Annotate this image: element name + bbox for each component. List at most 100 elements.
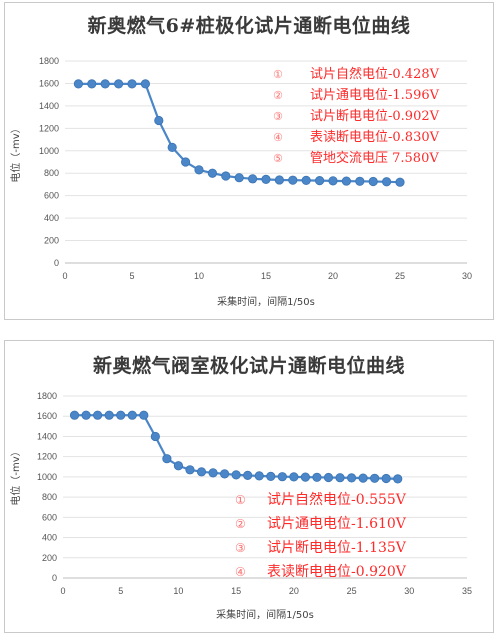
annotation-text: 表读断电电位-0.920V — [267, 563, 407, 580]
data-point — [358, 473, 368, 483]
data-point — [167, 142, 177, 153]
annotation-number: ② — [273, 89, 283, 102]
annotation-number: ③ — [235, 541, 246, 555]
x-tick-label: 25 — [395, 271, 405, 281]
y-tick-label: 200 — [42, 553, 57, 563]
annotation-number: ④ — [273, 131, 283, 144]
data-point — [301, 175, 311, 186]
data-point — [116, 410, 126, 420]
annotation-number: ③ — [273, 110, 283, 123]
x-tick-label: 15 — [261, 271, 271, 281]
x-tick-label: 10 — [173, 586, 183, 596]
y-tick-label: 1000 — [37, 472, 57, 482]
x-tick-label: 5 — [129, 271, 134, 281]
x-tick-label: 5 — [118, 586, 123, 596]
data-point — [208, 468, 218, 478]
data-point — [346, 473, 357, 483]
x-axis-label: 采集时间，间隔1/50s — [216, 608, 314, 621]
data-point — [254, 471, 264, 481]
data-point — [274, 175, 284, 185]
data-point — [73, 79, 84, 89]
data-point — [185, 465, 195, 475]
annotation-number: ① — [235, 493, 246, 507]
y-axis-label: 电位（-mv） — [9, 446, 22, 505]
y-tick-label: 600 — [44, 191, 59, 201]
chart-title: 新奥燃气阀室极化试片通断电位曲线 — [92, 355, 405, 377]
data-point — [395, 177, 405, 187]
data-point — [312, 472, 322, 482]
data-point — [104, 410, 114, 420]
y-tick-label: 1200 — [37, 452, 57, 462]
series-line — [74, 414, 398, 480]
data-point — [150, 431, 160, 442]
data-point — [81, 410, 91, 420]
x-tick-label: 30 — [462, 271, 472, 281]
data-point — [114, 79, 124, 89]
data-point — [381, 473, 391, 484]
annotation-text: 试片自然电位-0.555V — [267, 491, 407, 508]
data-point — [341, 176, 351, 186]
y-tick-label: 800 — [42, 492, 57, 502]
data-point — [288, 175, 298, 185]
data-point — [69, 410, 80, 420]
annotation-text: 表读断电电位-0.830V — [310, 130, 440, 145]
data-point — [328, 176, 338, 186]
y-tick-label: 800 — [44, 168, 59, 178]
y-axis-label: 电位（-mv） — [9, 123, 22, 182]
data-point — [234, 173, 244, 183]
x-tick-label: 0 — [60, 586, 65, 596]
data-point — [231, 470, 241, 480]
y-tick-label: 1200 — [39, 123, 59, 133]
y-tick-label: 1800 — [39, 56, 59, 66]
x-tick-label: 20 — [289, 586, 299, 596]
data-point — [300, 472, 310, 482]
annotation-number: ② — [235, 517, 246, 531]
x-axis-label: 采集时间，间隔1/50s — [217, 295, 315, 308]
x-tick-label: 10 — [194, 271, 204, 281]
annotation-text: 试片自然电位-0.428V — [310, 66, 440, 82]
data-point — [221, 171, 231, 181]
data-point — [196, 467, 207, 477]
x-tick-label: 35 — [462, 586, 472, 596]
y-tick-label: 1600 — [37, 411, 57, 421]
annotation-text: 试片断电电位-0.902V — [310, 109, 440, 124]
data-point — [87, 79, 97, 89]
data-point — [220, 469, 230, 479]
x-tick-label: 0 — [62, 271, 67, 281]
annotation-number: ④ — [235, 565, 246, 579]
data-point — [314, 176, 325, 186]
chart-title: 新奥燃气6#桩极化试片通断电位曲线 — [87, 15, 411, 37]
data-point — [368, 176, 378, 187]
data-point — [162, 454, 172, 464]
chart-panel-1: 新奥燃气6#桩极化试片通断电位曲线 0 200 400 600 800 1000 1200 1… — [4, 2, 494, 320]
chart-panel-2: 新奥燃气阀室极化试片通断电位曲线 0 200 400 600 800 1000 1200 14… — [4, 340, 494, 633]
annotation-text: 试片断电电位-1.135V — [267, 540, 407, 556]
y-tick-label: 600 — [42, 512, 57, 522]
y-tick-label: 1400 — [37, 431, 57, 441]
annotation-number: ⑤ — [273, 152, 283, 165]
y-tick-label: 200 — [44, 236, 59, 246]
data-point — [248, 174, 258, 184]
y-tick-label: 1400 — [39, 101, 59, 111]
data-point — [335, 473, 345, 483]
data-point — [93, 410, 103, 420]
y-tick-label: 1000 — [39, 146, 59, 156]
data-point — [355, 176, 365, 186]
chart-plot-1: 0 200 400 600 800 1000 1200 1400 1600 1800 0 5 10 15 2… — [9, 56, 472, 308]
data-point — [139, 410, 149, 420]
y-tick-label: 0 — [52, 573, 57, 583]
data-point — [207, 168, 217, 178]
data-point — [393, 474, 403, 484]
y-tick-label: 0 — [54, 258, 59, 268]
y-tick-label: 1600 — [39, 78, 59, 88]
annotation-text: 试片通电电位-1.596V — [310, 88, 440, 103]
chart-plot-2: 0 200 400 600 800 1000 1200 1400 1600 1800 0 5 10 15 2… — [9, 391, 472, 621]
data-point — [154, 115, 164, 126]
annotation-number: ① — [273, 68, 283, 81]
data-point — [173, 461, 184, 471]
x-tick-label: 25 — [347, 586, 357, 596]
y-tick-label: 400 — [44, 213, 59, 223]
data-point — [323, 472, 334, 483]
data-point — [140, 79, 150, 89]
data-point — [127, 79, 137, 89]
